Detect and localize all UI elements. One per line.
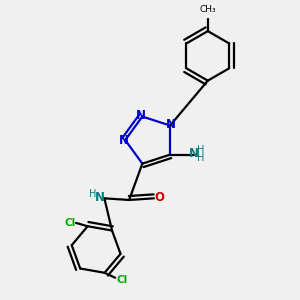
Text: Cl: Cl <box>116 275 128 285</box>
Text: H: H <box>197 145 205 155</box>
Text: CH₃: CH₃ <box>200 5 216 14</box>
Text: N: N <box>136 110 146 122</box>
Text: Cl: Cl <box>64 218 76 228</box>
Text: N: N <box>119 134 129 147</box>
Text: O: O <box>154 191 164 204</box>
Text: N: N <box>95 191 105 204</box>
Text: H: H <box>197 153 205 163</box>
Text: N: N <box>167 118 176 131</box>
Text: H: H <box>89 189 97 199</box>
Text: N: N <box>189 147 199 160</box>
